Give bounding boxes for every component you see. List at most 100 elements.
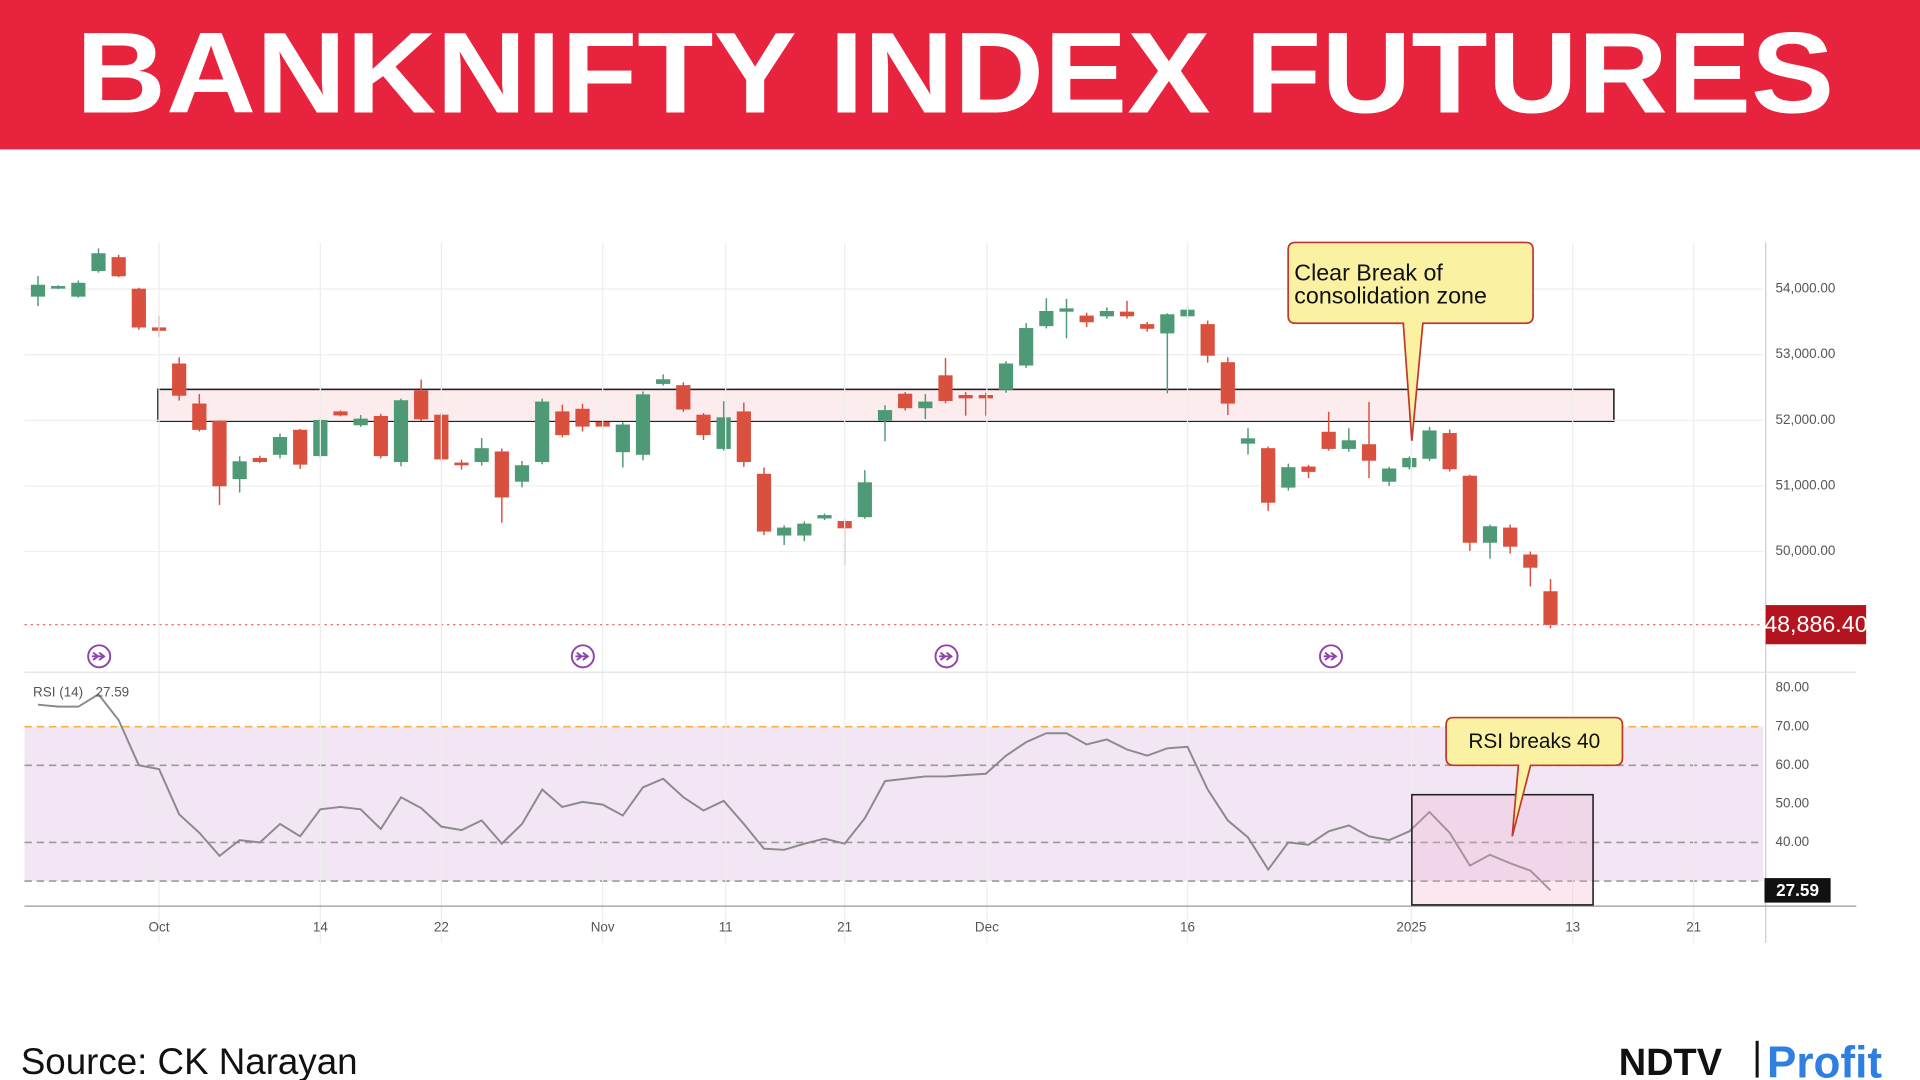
candle-body: [212, 420, 227, 487]
y-tick-label: 40.00: [1776, 834, 1810, 849]
rsi-highlight: [1411, 793, 1594, 906]
callout-box: [1287, 241, 1534, 441]
x-tick-label: 11: [719, 920, 733, 935]
candle-body: [676, 385, 691, 410]
candle-body: [1220, 362, 1235, 404]
candle-body: [30, 284, 46, 297]
candle-body: [938, 375, 953, 401]
candle-body: [615, 424, 630, 453]
candle-body: [696, 414, 711, 436]
rsi-tag-label: 27.59: [1776, 880, 1819, 900]
candle-body: [474, 448, 489, 463]
candle-body: [71, 282, 86, 297]
callout-box: [1445, 716, 1624, 837]
x-tick-label: Dec: [975, 920, 999, 935]
y-tick-label: 53,000.00: [1776, 346, 1836, 361]
candle-body: [777, 527, 792, 536]
candle-body: [1482, 526, 1498, 543]
candle-body: [192, 403, 207, 430]
candle-body: [1422, 430, 1437, 459]
y-tick-label: 50,000.00: [1776, 543, 1836, 558]
candle-body: [1301, 466, 1316, 472]
candle-body: [51, 286, 66, 289]
candle-body: [1442, 433, 1457, 470]
y-tick-label: 80.00: [1776, 680, 1810, 695]
candle-body: [1341, 440, 1356, 449]
y-tick-label: 70.00: [1776, 718, 1810, 733]
candle-body: [898, 393, 913, 409]
x-tick-label: Oct: [149, 920, 170, 935]
candle-body: [1200, 324, 1215, 356]
callout-text: RSI breaks 40: [1468, 730, 1600, 753]
event-icons: [87, 644, 1344, 669]
candle-body: [857, 482, 872, 518]
candle-body: [232, 461, 247, 480]
logo-ndtv: NDTV: [1619, 1042, 1723, 1080]
x-tick-label: 2025: [1396, 920, 1426, 935]
candle-body: [1462, 475, 1477, 543]
x-tick-label: Nov: [591, 920, 615, 935]
candle-body: [111, 257, 126, 277]
candle-body: [1261, 448, 1276, 503]
candle-body: [1160, 314, 1175, 334]
event-arrows: [91, 651, 1338, 661]
candle-body: [978, 395, 993, 399]
y-tick-label: 51,000.00: [1776, 478, 1836, 493]
callout-text: consolidation zone: [1294, 283, 1487, 309]
candle-body: [514, 465, 530, 482]
candle-body: [1361, 444, 1377, 461]
candle-body: [635, 394, 651, 455]
x-tick-label: 16: [1180, 920, 1195, 935]
candle-body: [393, 400, 409, 463]
x-tick-label: 14: [313, 920, 328, 935]
candle-body: [1503, 527, 1518, 547]
last-price-label: 48,886.40: [1764, 611, 1868, 637]
y-tick-label: 52,000.00: [1776, 412, 1836, 427]
candle-body: [736, 411, 751, 463]
legend-label: RSI (14): [33, 685, 83, 700]
candle-body: [1099, 310, 1114, 317]
candle-body: [1281, 467, 1296, 488]
candle-body: [1079, 315, 1094, 323]
candle-body: [1059, 308, 1074, 312]
candle-body: [756, 473, 772, 532]
candle-body: [1523, 554, 1538, 568]
candle-body: [797, 523, 812, 536]
candle-body: [817, 515, 832, 519]
candle-body: [494, 451, 509, 498]
annotation-layer: Clear Break of consolidation zone RSI br…: [24, 241, 1868, 943]
candle-body: [575, 408, 590, 427]
candle-body: [535, 401, 550, 463]
candle-body: [414, 390, 429, 420]
candle-body: [353, 418, 368, 426]
candle-body: [454, 462, 469, 466]
candle-body: [131, 288, 146, 328]
candle-body: [293, 429, 308, 465]
x-tick-label: 21: [837, 920, 852, 935]
candle-body: [1140, 324, 1155, 329]
y-tick-label: 60.00: [1776, 757, 1810, 772]
candle-body: [91, 253, 106, 272]
candle-body: [918, 401, 933, 409]
candle-body: [1019, 328, 1034, 366]
plot-layer: [24, 242, 1764, 943]
candle-body: [1119, 311, 1135, 317]
x-tick-label: 22: [434, 920, 449, 935]
rsi-tag: [1764, 878, 1831, 903]
x-tick-label: 13: [1565, 920, 1580, 935]
candle-body: [1321, 431, 1336, 449]
candle-body: [252, 458, 267, 463]
last-price-tag: [1765, 605, 1867, 645]
callout-text: Clear Break of: [1294, 259, 1443, 285]
header-title: BANKNIFTY INDEX FUTURES: [76, 10, 1834, 138]
candle-body: [1382, 468, 1397, 482]
y-tick-label: 54,000.00: [1776, 281, 1836, 296]
candle-body: [272, 437, 288, 455]
y-tick-label: 50.00: [1776, 795, 1810, 810]
candle-body: [373, 416, 388, 457]
rsi-line: [37, 692, 1552, 892]
header-band: [0, 0, 1920, 150]
candle-body: [877, 410, 893, 421]
